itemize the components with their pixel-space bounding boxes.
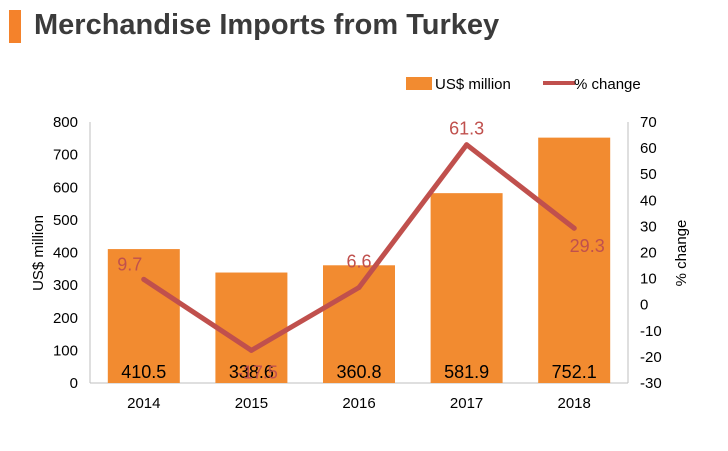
y2-tick-label: 50 xyxy=(640,166,657,183)
y2-tick-label: 40 xyxy=(640,192,657,209)
y-tick-label: 0 xyxy=(70,375,78,392)
page-title: Merchandise Imports from Turkey xyxy=(34,9,500,41)
y2-tick-label: 0 xyxy=(640,297,648,314)
title-accent-bar xyxy=(9,10,21,43)
line-point-2018 xyxy=(571,225,577,231)
line-value-label: 61.3 xyxy=(449,119,484,139)
line-point-2015 xyxy=(248,347,254,353)
y-tick-label: 700 xyxy=(53,147,78,164)
y2-tick-label: -20 xyxy=(640,349,662,366)
bar-value-label: 410.5 xyxy=(121,362,166,382)
line-point-2017 xyxy=(464,142,470,148)
bar-value-label: 360.8 xyxy=(336,362,381,382)
y2-tick-label: 30 xyxy=(640,218,657,235)
y-tick-label: 100 xyxy=(53,342,78,359)
line-point-2016 xyxy=(356,284,362,290)
y2-tick-label: -10 xyxy=(640,323,662,340)
bar-2014 xyxy=(107,249,180,383)
bar-2015 xyxy=(215,272,288,383)
bar-value-label: 338.6 xyxy=(229,362,274,382)
y-tick-label: 500 xyxy=(53,212,78,229)
x-tick-label: 2018 xyxy=(558,395,591,412)
y-tick-label: 300 xyxy=(53,277,78,294)
line-value-label: 29.3 xyxy=(570,236,605,256)
y2-tick-label: 20 xyxy=(640,245,657,262)
x-tick-label: 2017 xyxy=(450,395,483,412)
legend-label-percent-change: % change xyxy=(574,76,641,93)
y-tick-label: 400 xyxy=(53,245,78,262)
bar-value-label: 752.1 xyxy=(552,362,597,382)
bar-2017 xyxy=(430,193,503,383)
line-value-label: 6.6 xyxy=(346,251,371,271)
line-point-2014 xyxy=(141,276,147,282)
y-tick-label: 600 xyxy=(53,179,78,196)
x-tick-label: 2016 xyxy=(342,395,375,412)
x-tick-label: 2014 xyxy=(127,395,160,412)
line-value-label: 9.7 xyxy=(117,254,142,274)
legend: US$ million % change xyxy=(406,76,641,93)
y2-tick-label: -30 xyxy=(640,375,662,392)
line-value-label: -17.5 xyxy=(237,362,278,382)
bar-value-label: 581.9 xyxy=(444,362,489,382)
y2-tick-label: 10 xyxy=(640,271,657,288)
y-axis-title: US$ million xyxy=(30,215,47,291)
legend-label-us-million: US$ million xyxy=(435,76,511,93)
bar-2018 xyxy=(538,137,611,383)
y-tick-label: 200 xyxy=(53,310,78,327)
y2-axis-title: % change xyxy=(673,220,690,287)
x-tick-label: 2015 xyxy=(235,395,268,412)
legend-swatch-us-million xyxy=(406,77,432,90)
y-tick-label: 800 xyxy=(53,114,78,131)
y2-tick-label: 70 xyxy=(640,114,657,131)
y2-tick-label: 60 xyxy=(640,140,657,157)
